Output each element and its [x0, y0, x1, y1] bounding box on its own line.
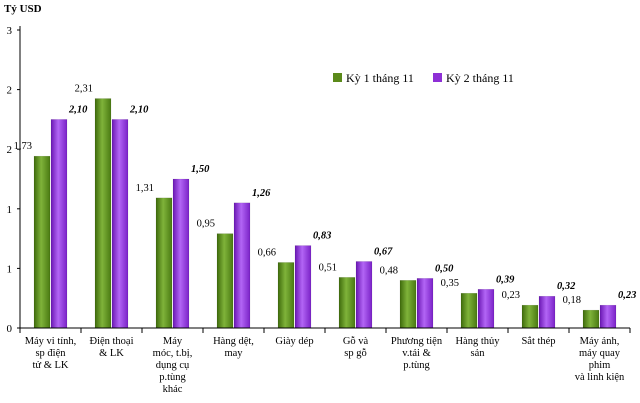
category-label-1: Điện thoại & LK — [89, 336, 133, 359]
value-label-ky2-3: 1,26 — [252, 188, 271, 199]
value-label-ky1-9: 0,18 — [563, 295, 581, 306]
legend-label-ky2: Kỳ 2 tháng 11 — [446, 71, 514, 85]
y-tick-label: 1 — [7, 204, 13, 216]
category-label-4: Giày dép — [275, 336, 313, 347]
value-label-ky2-0: 2,10 — [68, 104, 88, 115]
y-tick-label: 2 — [7, 85, 13, 97]
bar-ky2-2 — [172, 178, 190, 329]
bar-ky1-7 — [460, 292, 478, 329]
category-label-5: Gỗ và sp gỗ — [343, 336, 369, 359]
bar-ky2-1 — [111, 119, 129, 329]
y-tick-label: 0 — [7, 323, 13, 335]
bar-ky1-6 — [399, 280, 417, 329]
value-label-ky2-6: 0,50 — [435, 263, 454, 274]
value-label-ky2-5: 0,67 — [374, 246, 393, 257]
category-label-8: Sắt thép — [521, 336, 555, 347]
bar-ky1-2 — [155, 197, 173, 329]
bar-ky1-5 — [338, 277, 356, 329]
legend: Kỳ 1 tháng 11 Kỳ 2 tháng 11 — [333, 71, 514, 85]
legend-swatch-ky1 — [333, 73, 342, 82]
y-tick-label: 1 — [7, 263, 13, 275]
bar-ky1-4 — [277, 262, 295, 329]
category-label-3: Hàng dệt, may — [213, 336, 254, 359]
value-label-ky2-8: 0,32 — [557, 281, 576, 292]
bar-ky1-1 — [94, 98, 112, 329]
value-label-ky2-7: 0,39 — [496, 274, 515, 285]
bar-ky2-3 — [233, 202, 251, 329]
bar-ky1-3 — [216, 233, 234, 329]
bar-ky2-0 — [50, 119, 68, 329]
bar-ky2-4 — [294, 245, 312, 329]
category-label-2: Máy móc, t.bị, dụng cụ p.tùng khác — [153, 336, 193, 395]
value-label-ky1-8: 0,23 — [502, 290, 520, 301]
bar-ky2-8 — [538, 295, 556, 329]
category-label-0: Máy vi tính, sp điện tử & LK — [25, 336, 77, 371]
bar-ky1-9 — [582, 309, 600, 329]
bar-ky2-5 — [355, 261, 373, 329]
bar-ky2-6 — [416, 278, 434, 329]
category-label-7: Hàng thủy sản — [455, 336, 500, 359]
y-tick-label: 2 — [7, 144, 13, 156]
legend-swatch-ky2 — [433, 73, 442, 82]
bar-ky2-7 — [477, 289, 495, 329]
value-label-ky1-6: 0,48 — [380, 265, 398, 276]
value-label-ky1-1: 2,31 — [75, 84, 93, 95]
bar-ky1-0 — [33, 155, 51, 329]
y-tick-label: 3 — [7, 25, 13, 37]
category-label-9: Máy ảnh, máy quay phim và linh kiện — [575, 336, 625, 383]
value-label-ky2-1: 2,10 — [129, 104, 149, 115]
value-label-ky1-5: 0,51 — [319, 262, 337, 273]
value-label-ky2-9: 0,23 — [618, 290, 636, 301]
value-label-ky2-2: 1,50 — [191, 164, 210, 175]
value-label-ky1-2: 1,31 — [136, 183, 154, 194]
value-label-ky1-4: 0,66 — [258, 247, 276, 258]
value-label-ky1-3: 0,95 — [197, 219, 215, 230]
value-label-ky2-4: 0,83 — [313, 231, 331, 242]
bar-ky1-8 — [521, 304, 539, 329]
value-label-ky1-7: 0,35 — [441, 278, 459, 289]
bar-ky2-9 — [599, 304, 617, 329]
value-label-ky1-0: 1,73 — [14, 141, 32, 152]
legend-label-ky1: Kỳ 1 tháng 11 — [346, 71, 414, 85]
y-axis-unit-label: Tỷ USD — [4, 3, 42, 15]
category-label-6: Phương tiện v.tải & p.tùng — [391, 336, 443, 371]
